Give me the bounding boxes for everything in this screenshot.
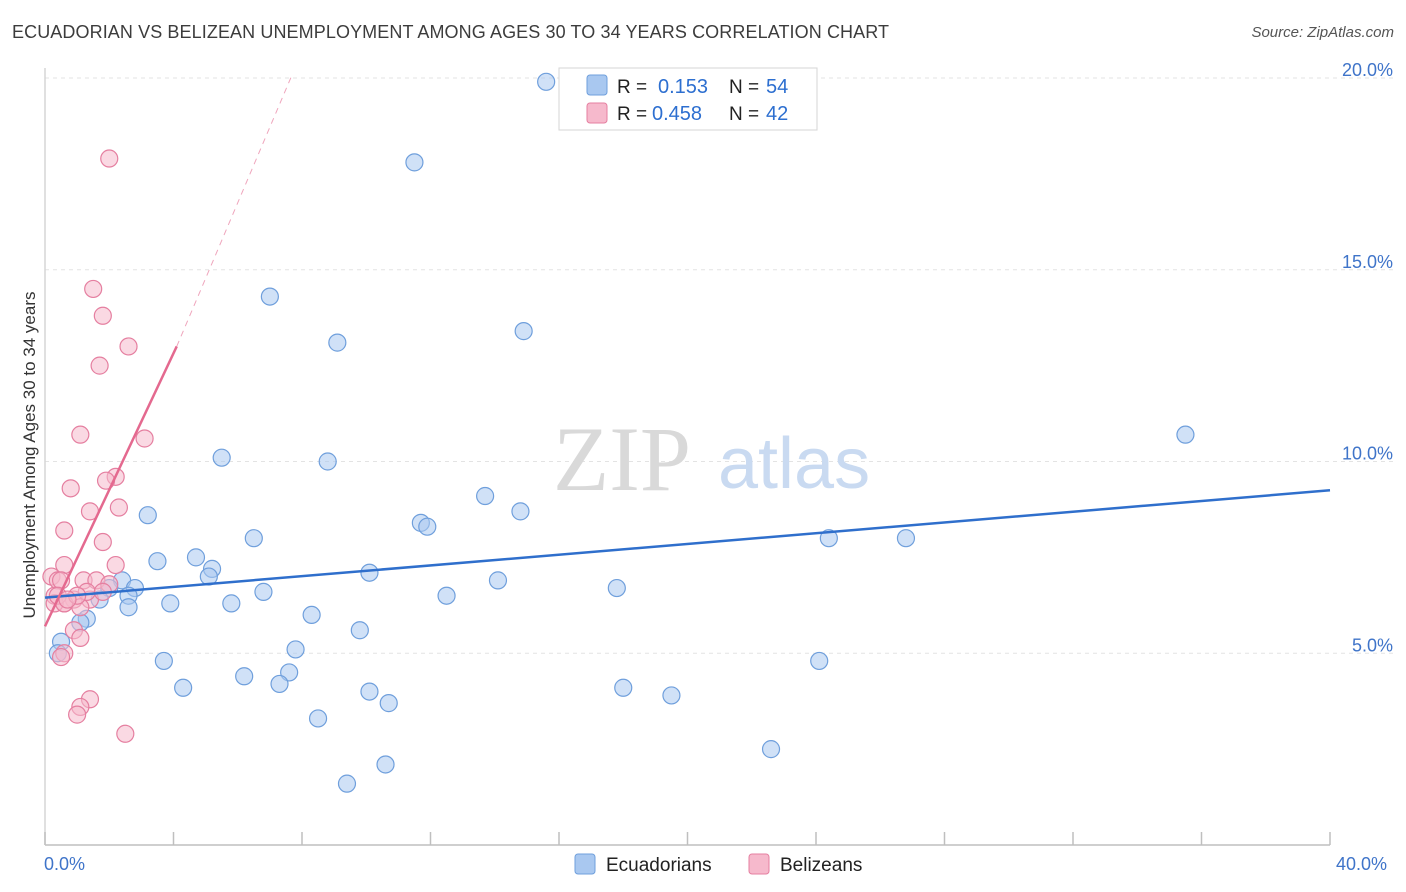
data-point-ecuadorians[interactable] bbox=[119, 598, 138, 617]
data-point-ecuadorians[interactable] bbox=[161, 594, 180, 613]
data-point-belizeans[interactable] bbox=[71, 425, 90, 444]
trend-line-ecuadorians bbox=[44, 489, 1331, 599]
data-point-belizeans[interactable] bbox=[51, 647, 71, 667]
data-point-ecuadorians[interactable] bbox=[286, 640, 305, 659]
legend-label-belizeans[interactable]: Belizeans bbox=[780, 855, 862, 876]
y-tick-label: 20.0% bbox=[1342, 60, 1393, 80]
stats-r-label-bel: R = bbox=[617, 104, 647, 125]
data-point-ecuadorians[interactable] bbox=[511, 502, 530, 521]
data-point-belizeans[interactable] bbox=[71, 628, 90, 648]
data-point-ecuadorians[interactable] bbox=[174, 678, 193, 697]
y-axis-title: Unemployment Among Ages 30 to 34 years bbox=[20, 292, 39, 619]
stats-n-label-bel: N = bbox=[729, 104, 759, 125]
stats-n-value-ecu: 54 bbox=[766, 76, 788, 98]
data-point-ecuadorians[interactable] bbox=[148, 552, 167, 571]
data-point-belizeans[interactable] bbox=[106, 555, 125, 575]
data-point-ecuadorians[interactable] bbox=[1176, 425, 1195, 444]
trend-lines bbox=[43, 73, 1331, 627]
stats-r-label-ecu: R = bbox=[617, 77, 647, 98]
legend-label-ecuadorians[interactable]: Ecuadorians bbox=[606, 855, 712, 876]
data-point-ecuadorians[interactable] bbox=[308, 709, 328, 728]
data-point-ecuadorians[interactable] bbox=[537, 72, 556, 91]
source-label: Source: ZipAtlas.com bbox=[1251, 24, 1394, 41]
data-point-belizeans[interactable] bbox=[68, 705, 87, 724]
legend-swatch-ecuadorians[interactable] bbox=[574, 853, 596, 875]
data-point-ecuadorians[interactable] bbox=[318, 452, 337, 471]
data-point-ecuadorians[interactable] bbox=[350, 621, 369, 640]
y-tick-label: 15.0% bbox=[1342, 252, 1393, 272]
chart-title: ECUADORIAN VS BELIZEAN UNEMPLOYMENT AMON… bbox=[12, 22, 890, 42]
data-point-belizeans[interactable] bbox=[100, 149, 119, 168]
data-point-belizeans[interactable] bbox=[61, 479, 80, 498]
stats-swatch-ecuadorians bbox=[586, 74, 608, 96]
trend-line-belizeans bbox=[43, 345, 178, 627]
stats-r-value-bel: 0.458 bbox=[652, 103, 702, 125]
data-point-ecuadorians[interactable] bbox=[186, 548, 206, 567]
stats-swatch-belizeans bbox=[586, 102, 608, 124]
data-point-ecuadorians[interactable] bbox=[819, 529, 838, 548]
data-point-ecuadorians[interactable] bbox=[761, 740, 781, 759]
data-point-ecuadorians[interactable] bbox=[235, 667, 254, 686]
y-tick-label: 10.0% bbox=[1342, 444, 1393, 464]
data-point-ecuadorians[interactable] bbox=[154, 651, 173, 671]
data-point-ecuadorians[interactable] bbox=[607, 578, 626, 598]
y-tick-labels: 5.0% 10.0% 15.0% 20.0% bbox=[1342, 60, 1393, 655]
data-point-ecuadorians[interactable] bbox=[360, 563, 379, 582]
data-point-ecuadorians[interactable] bbox=[514, 322, 533, 341]
data-point-ecuadorians[interactable] bbox=[614, 678, 633, 697]
data-point-ecuadorians[interactable] bbox=[379, 694, 398, 713]
data-point-ecuadorians[interactable] bbox=[418, 517, 437, 536]
data-point-ecuadorians[interactable] bbox=[254, 582, 273, 601]
data-point-belizeans[interactable] bbox=[116, 724, 135, 743]
data-point-ecuadorians[interactable] bbox=[337, 774, 357, 793]
data-point-belizeans[interactable] bbox=[93, 306, 112, 325]
x-ticks bbox=[44, 832, 1331, 845]
legend-swatch-belizeans[interactable] bbox=[748, 853, 770, 875]
data-point-ecuadorians[interactable] bbox=[476, 486, 495, 506]
data-point-belizeans[interactable] bbox=[119, 337, 138, 356]
data-point-ecuadorians[interactable] bbox=[270, 674, 289, 694]
watermark-zip: ZIP bbox=[553, 408, 691, 510]
x-tick-label-min: 0.0% bbox=[44, 854, 85, 874]
data-point-belizeans[interactable] bbox=[55, 521, 74, 540]
trend-line-belizeans-extension bbox=[176, 73, 293, 347]
y-tick-label: 5.0% bbox=[1352, 635, 1393, 655]
stats-legend: R = 0.153 N = 54 R = 0.458 N = 42 bbox=[558, 67, 818, 131]
stats-n-label-ecu: N = bbox=[729, 77, 759, 98]
data-point-ecuadorians[interactable] bbox=[302, 605, 321, 625]
gridlines bbox=[45, 77, 1394, 654]
data-point-belizeans[interactable] bbox=[109, 498, 128, 517]
data-point-ecuadorians[interactable] bbox=[360, 682, 379, 701]
data-point-ecuadorians[interactable] bbox=[260, 287, 279, 306]
stats-r-value-ecu: 0.153 bbox=[658, 76, 708, 98]
data-point-ecuadorians[interactable] bbox=[328, 333, 347, 352]
data-point-ecuadorians[interactable] bbox=[222, 594, 241, 613]
data-point-ecuadorians[interactable] bbox=[212, 448, 231, 467]
data-point-belizeans[interactable] bbox=[93, 532, 112, 552]
data-point-ecuadorians[interactable] bbox=[896, 529, 916, 548]
x-tick-label-max: 40.0% bbox=[1336, 854, 1387, 874]
watermark-atlas: atlas bbox=[718, 424, 870, 504]
data-point-belizeans[interactable] bbox=[135, 429, 154, 448]
data-point-ecuadorians[interactable] bbox=[662, 686, 681, 705]
data-point-ecuadorians[interactable] bbox=[437, 586, 456, 605]
data-point-belizeans[interactable] bbox=[84, 279, 103, 299]
data-point-ecuadorians[interactable] bbox=[138, 506, 157, 525]
data-point-ecuadorians[interactable] bbox=[244, 529, 263, 548]
data-point-ecuadorians[interactable] bbox=[810, 651, 829, 671]
data-point-ecuadorians[interactable] bbox=[405, 153, 424, 172]
data-point-ecuadorians[interactable] bbox=[376, 755, 395, 774]
data-point-ecuadorians[interactable] bbox=[488, 571, 508, 590]
series-legend: Ecuadorians Belizeans bbox=[574, 853, 862, 876]
data-point-belizeans[interactable] bbox=[90, 356, 109, 375]
stats-n-value-bel: 42 bbox=[766, 103, 788, 125]
